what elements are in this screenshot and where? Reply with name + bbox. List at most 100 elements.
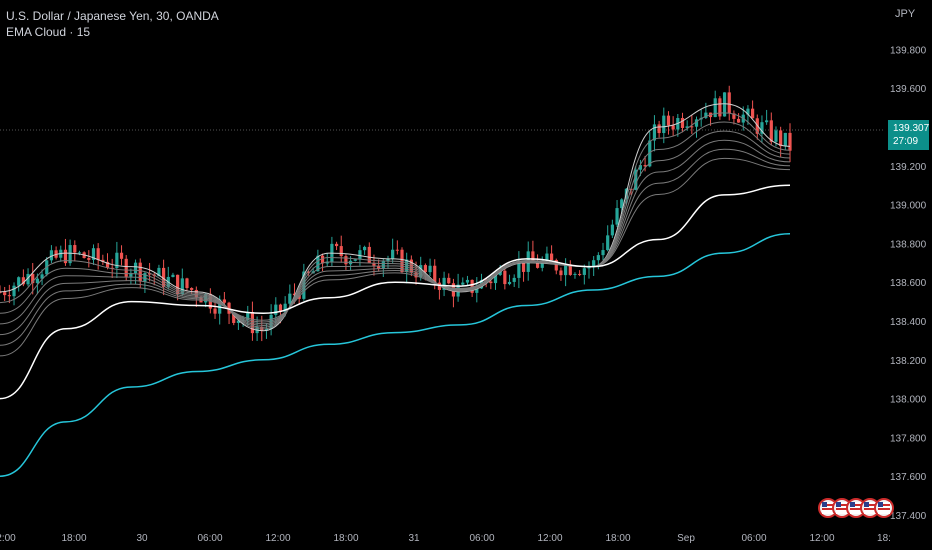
candle-body xyxy=(713,98,717,118)
candle-body xyxy=(96,248,100,260)
candle-body xyxy=(582,268,586,275)
candle-body xyxy=(680,118,685,128)
candle-body xyxy=(465,279,470,283)
candle-body xyxy=(367,246,371,264)
candle-body xyxy=(620,199,624,209)
candle-body xyxy=(736,118,741,123)
candle-body xyxy=(143,273,147,282)
y-tick-label: 138.000 xyxy=(890,395,927,406)
candle-body xyxy=(405,259,409,273)
us-flag-icon[interactable] xyxy=(874,498,894,518)
candle-body xyxy=(643,165,647,167)
x-tick-label: 06:00 xyxy=(741,533,766,544)
candle-body xyxy=(718,98,722,117)
y-tick-label: 139.600 xyxy=(890,84,927,95)
chart-legend: U.S. Dollar / Japanese Yen, 30, OANDA EM… xyxy=(6,8,219,40)
candle-body xyxy=(190,288,194,290)
candle-body xyxy=(115,252,119,269)
candle-body xyxy=(493,274,498,284)
candle-body xyxy=(274,304,278,315)
y-tick-label: 137.600 xyxy=(890,472,927,483)
candle-body xyxy=(176,274,180,295)
candle-body xyxy=(769,120,773,142)
candle-body xyxy=(554,260,558,271)
x-tick-label: 12:00 xyxy=(537,533,562,544)
candle-body xyxy=(316,255,320,272)
candle-body xyxy=(288,293,292,304)
candle-body xyxy=(634,169,638,190)
candle-body xyxy=(278,304,283,312)
x-tick-label: 18:00 xyxy=(605,533,630,544)
candle-body xyxy=(358,250,362,260)
candle-body xyxy=(423,265,427,273)
y-tick-label: 137.400 xyxy=(890,511,927,522)
candle-body xyxy=(372,263,376,266)
candle-body xyxy=(774,130,778,142)
candle-body xyxy=(652,124,657,141)
y-tick-label: 138.800 xyxy=(890,239,927,250)
candle-body xyxy=(91,248,96,260)
current-price-tag: 139.307 27:09 xyxy=(888,120,929,150)
candle-body xyxy=(606,235,610,251)
x-tick-label: 2:00 xyxy=(0,533,16,544)
candle-body xyxy=(395,249,399,251)
current-price: 139.307 xyxy=(893,123,930,134)
candle-body xyxy=(507,281,512,285)
ema-slow-white-line xyxy=(0,184,791,400)
candle-body xyxy=(222,299,226,303)
y-tick-label: 138.200 xyxy=(890,356,927,367)
y-tick-label: 139.200 xyxy=(890,162,927,173)
indicator-label[interactable]: EMA Cloud · 15 xyxy=(6,25,91,39)
ema-ribbon-line xyxy=(0,121,791,328)
candle-body xyxy=(119,252,124,259)
symbol-title[interactable]: U.S. Dollar / Japanese Yen, 30, OANDA xyxy=(6,9,219,23)
price-chart[interactable] xyxy=(0,0,885,525)
candle-body xyxy=(3,292,7,296)
candle-body xyxy=(35,278,39,284)
x-tick-label: 31 xyxy=(408,533,420,544)
candle-body xyxy=(615,208,619,225)
candle-body xyxy=(414,272,418,278)
candle-body xyxy=(428,265,432,273)
candle-body xyxy=(353,259,357,261)
candle-body xyxy=(232,313,236,323)
candle-body xyxy=(31,273,35,284)
price-axis[interactable]: 139.800139.600139.400139.200139.000138.8… xyxy=(885,0,932,525)
candle-body xyxy=(521,262,526,272)
candle-body xyxy=(498,270,502,275)
candle-body xyxy=(751,108,755,119)
candle-body xyxy=(461,282,465,285)
candle-body xyxy=(269,314,273,329)
candle-body xyxy=(138,262,142,282)
candle-body xyxy=(433,265,437,283)
bar-countdown: 27:09 xyxy=(893,136,919,147)
candle-body xyxy=(592,260,596,268)
candle-body xyxy=(283,303,287,312)
x-tick-label: 18:00 xyxy=(333,533,358,544)
candle-body xyxy=(12,285,16,297)
y-tick-label: 138.400 xyxy=(890,317,927,328)
y-tick-label: 139.800 xyxy=(890,45,927,56)
candle-body xyxy=(264,328,269,331)
candle-body xyxy=(377,265,381,269)
x-tick-label: 30 xyxy=(136,533,148,544)
ema-ribbon-line xyxy=(0,103,791,332)
candle-body xyxy=(0,291,2,293)
y-tick-label: 139.000 xyxy=(890,201,927,212)
candle-body xyxy=(573,273,577,275)
candle-body xyxy=(666,115,671,126)
candle-body xyxy=(26,273,30,285)
candle-body xyxy=(694,119,699,127)
candle-body xyxy=(601,250,605,256)
candle-body xyxy=(732,113,736,119)
candle-body xyxy=(236,320,241,323)
candle-body xyxy=(171,274,175,277)
time-axis[interactable]: 2:00 18:00 30 06:00 12:00 18:00 31 06:00 12:00 18… xyxy=(0,525,932,550)
candle-body xyxy=(587,267,591,269)
candle-body xyxy=(559,270,563,276)
candle-body xyxy=(320,255,325,264)
candle-body xyxy=(685,126,689,128)
candle-body xyxy=(180,278,184,295)
x-tick-label: 06:00 xyxy=(197,533,222,544)
candle-body xyxy=(475,288,479,293)
